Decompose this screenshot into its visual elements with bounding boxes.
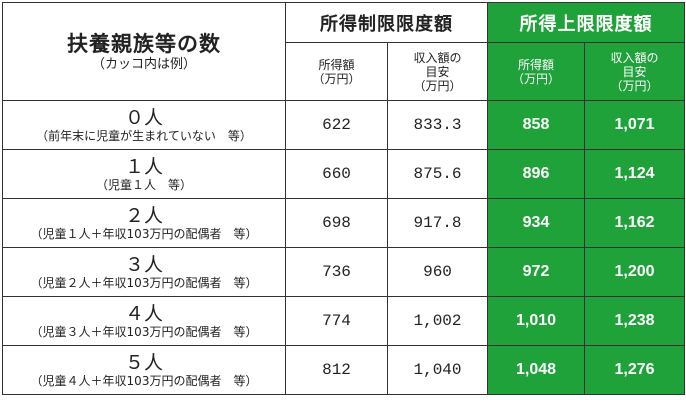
- income-upper-value: 1,048: [487, 345, 585, 395]
- table-row: ４人 （児童３人＋年収103万円の配偶者 等） 774 1,002 1,010 …: [2, 296, 685, 346]
- table-row: １人 （児童１人 等） 660 875.6 896 1,124: [2, 149, 685, 199]
- income-upper-group-header: 所得上限限度額: [487, 2, 685, 43]
- table-row: ３人 （児童２人＋年収103万円の配偶者 等） 736 960 972 1,20…: [2, 247, 685, 297]
- income-limit-value: 812: [285, 345, 388, 395]
- category-label: ４人: [124, 302, 163, 325]
- category-header-cell: 扶養親族等の数 （カッコ内は例）: [2, 2, 286, 101]
- income-upper-value: 934: [487, 198, 585, 248]
- revenue-limit-value: 1,040: [387, 345, 488, 395]
- income-upper-value: 972: [487, 247, 585, 297]
- category-cell: ５人 （児童４人＋年収103万円の配偶者 等）: [2, 345, 286, 395]
- category-label: ３人: [124, 253, 163, 276]
- income-limit-value: 736: [285, 247, 388, 297]
- income-limit-value: 774: [285, 296, 388, 346]
- category-cell: ０人 （前年末に児童が生まれていない 等）: [2, 100, 286, 150]
- category-example: （児童１人＋年収103万円の配偶者 等）: [30, 226, 258, 241]
- income-limit-value: 660: [285, 149, 388, 199]
- category-title: 扶養親族等の数: [67, 31, 221, 56]
- col-header-income-limit: 所得額 （万円）: [285, 42, 388, 101]
- revenue-limit-value: 1,002: [387, 296, 488, 346]
- income-limit-group-header: 所得制限限度額: [285, 2, 488, 43]
- category-example: （児童３人＋年収103万円の配偶者 等）: [30, 324, 258, 339]
- revenue-limit-value: 960: [387, 247, 488, 297]
- category-cell: １人 （児童１人 等）: [2, 149, 286, 199]
- income-limit-table: 扶養親族等の数 （カッコ内は例） 所得制限限度額 所得上限限度額 所得額 （万円…: [2, 2, 685, 395]
- col-header-income-upper: 所得額 （万円）: [487, 42, 585, 101]
- income-upper-value: 896: [487, 149, 585, 199]
- category-example: （児童４人＋年収103万円の配偶者 等）: [30, 373, 258, 388]
- category-label: ２人: [124, 204, 163, 227]
- income-upper-value: 1,010: [487, 296, 585, 346]
- revenue-upper-value: 1,124: [584, 149, 685, 199]
- category-label: ０人: [124, 106, 163, 129]
- table-row: ２人 （児童１人＋年収103万円の配偶者 等） 698 917.8 934 1,…: [2, 198, 685, 248]
- category-example: （児童１人 等）: [95, 177, 192, 192]
- income-limit-value: 622: [285, 100, 388, 150]
- category-example: （前年末に児童が生まれていない 等）: [36, 128, 252, 143]
- revenue-limit-value: 917.8: [387, 198, 488, 248]
- category-cell: ３人 （児童２人＋年収103万円の配偶者 等）: [2, 247, 286, 297]
- col-header-revenue-limit: 収入額の 目安 （万円）: [387, 42, 488, 101]
- revenue-upper-value: 1,276: [584, 345, 685, 395]
- category-cell: ２人 （児童１人＋年収103万円の配偶者 等）: [2, 198, 286, 248]
- category-note: （カッコ内は例）: [91, 56, 196, 72]
- category-label: １人: [124, 155, 163, 178]
- income-limit-value: 698: [285, 198, 388, 248]
- category-example: （児童２人＋年収103万円の配偶者 等）: [30, 275, 258, 290]
- revenue-upper-value: 1,162: [584, 198, 685, 248]
- table-row: ５人 （児童４人＋年収103万円の配偶者 等） 812 1,040 1,048 …: [2, 345, 685, 395]
- income-upper-value: 858: [487, 100, 585, 150]
- revenue-limit-value: 833.3: [387, 100, 488, 150]
- revenue-limit-value: 875.6: [387, 149, 488, 199]
- revenue-upper-value: 1,238: [584, 296, 685, 346]
- category-cell: ４人 （児童３人＋年収103万円の配偶者 等）: [2, 296, 286, 346]
- revenue-upper-value: 1,071: [584, 100, 685, 150]
- category-label: ５人: [124, 351, 163, 374]
- table-row: ０人 （前年末に児童が生まれていない 等） 622 833.3 858 1,07…: [2, 100, 685, 150]
- col-header-revenue-upper: 収入額の 目安 （万円）: [584, 42, 685, 101]
- revenue-upper-value: 1,200: [584, 247, 685, 297]
